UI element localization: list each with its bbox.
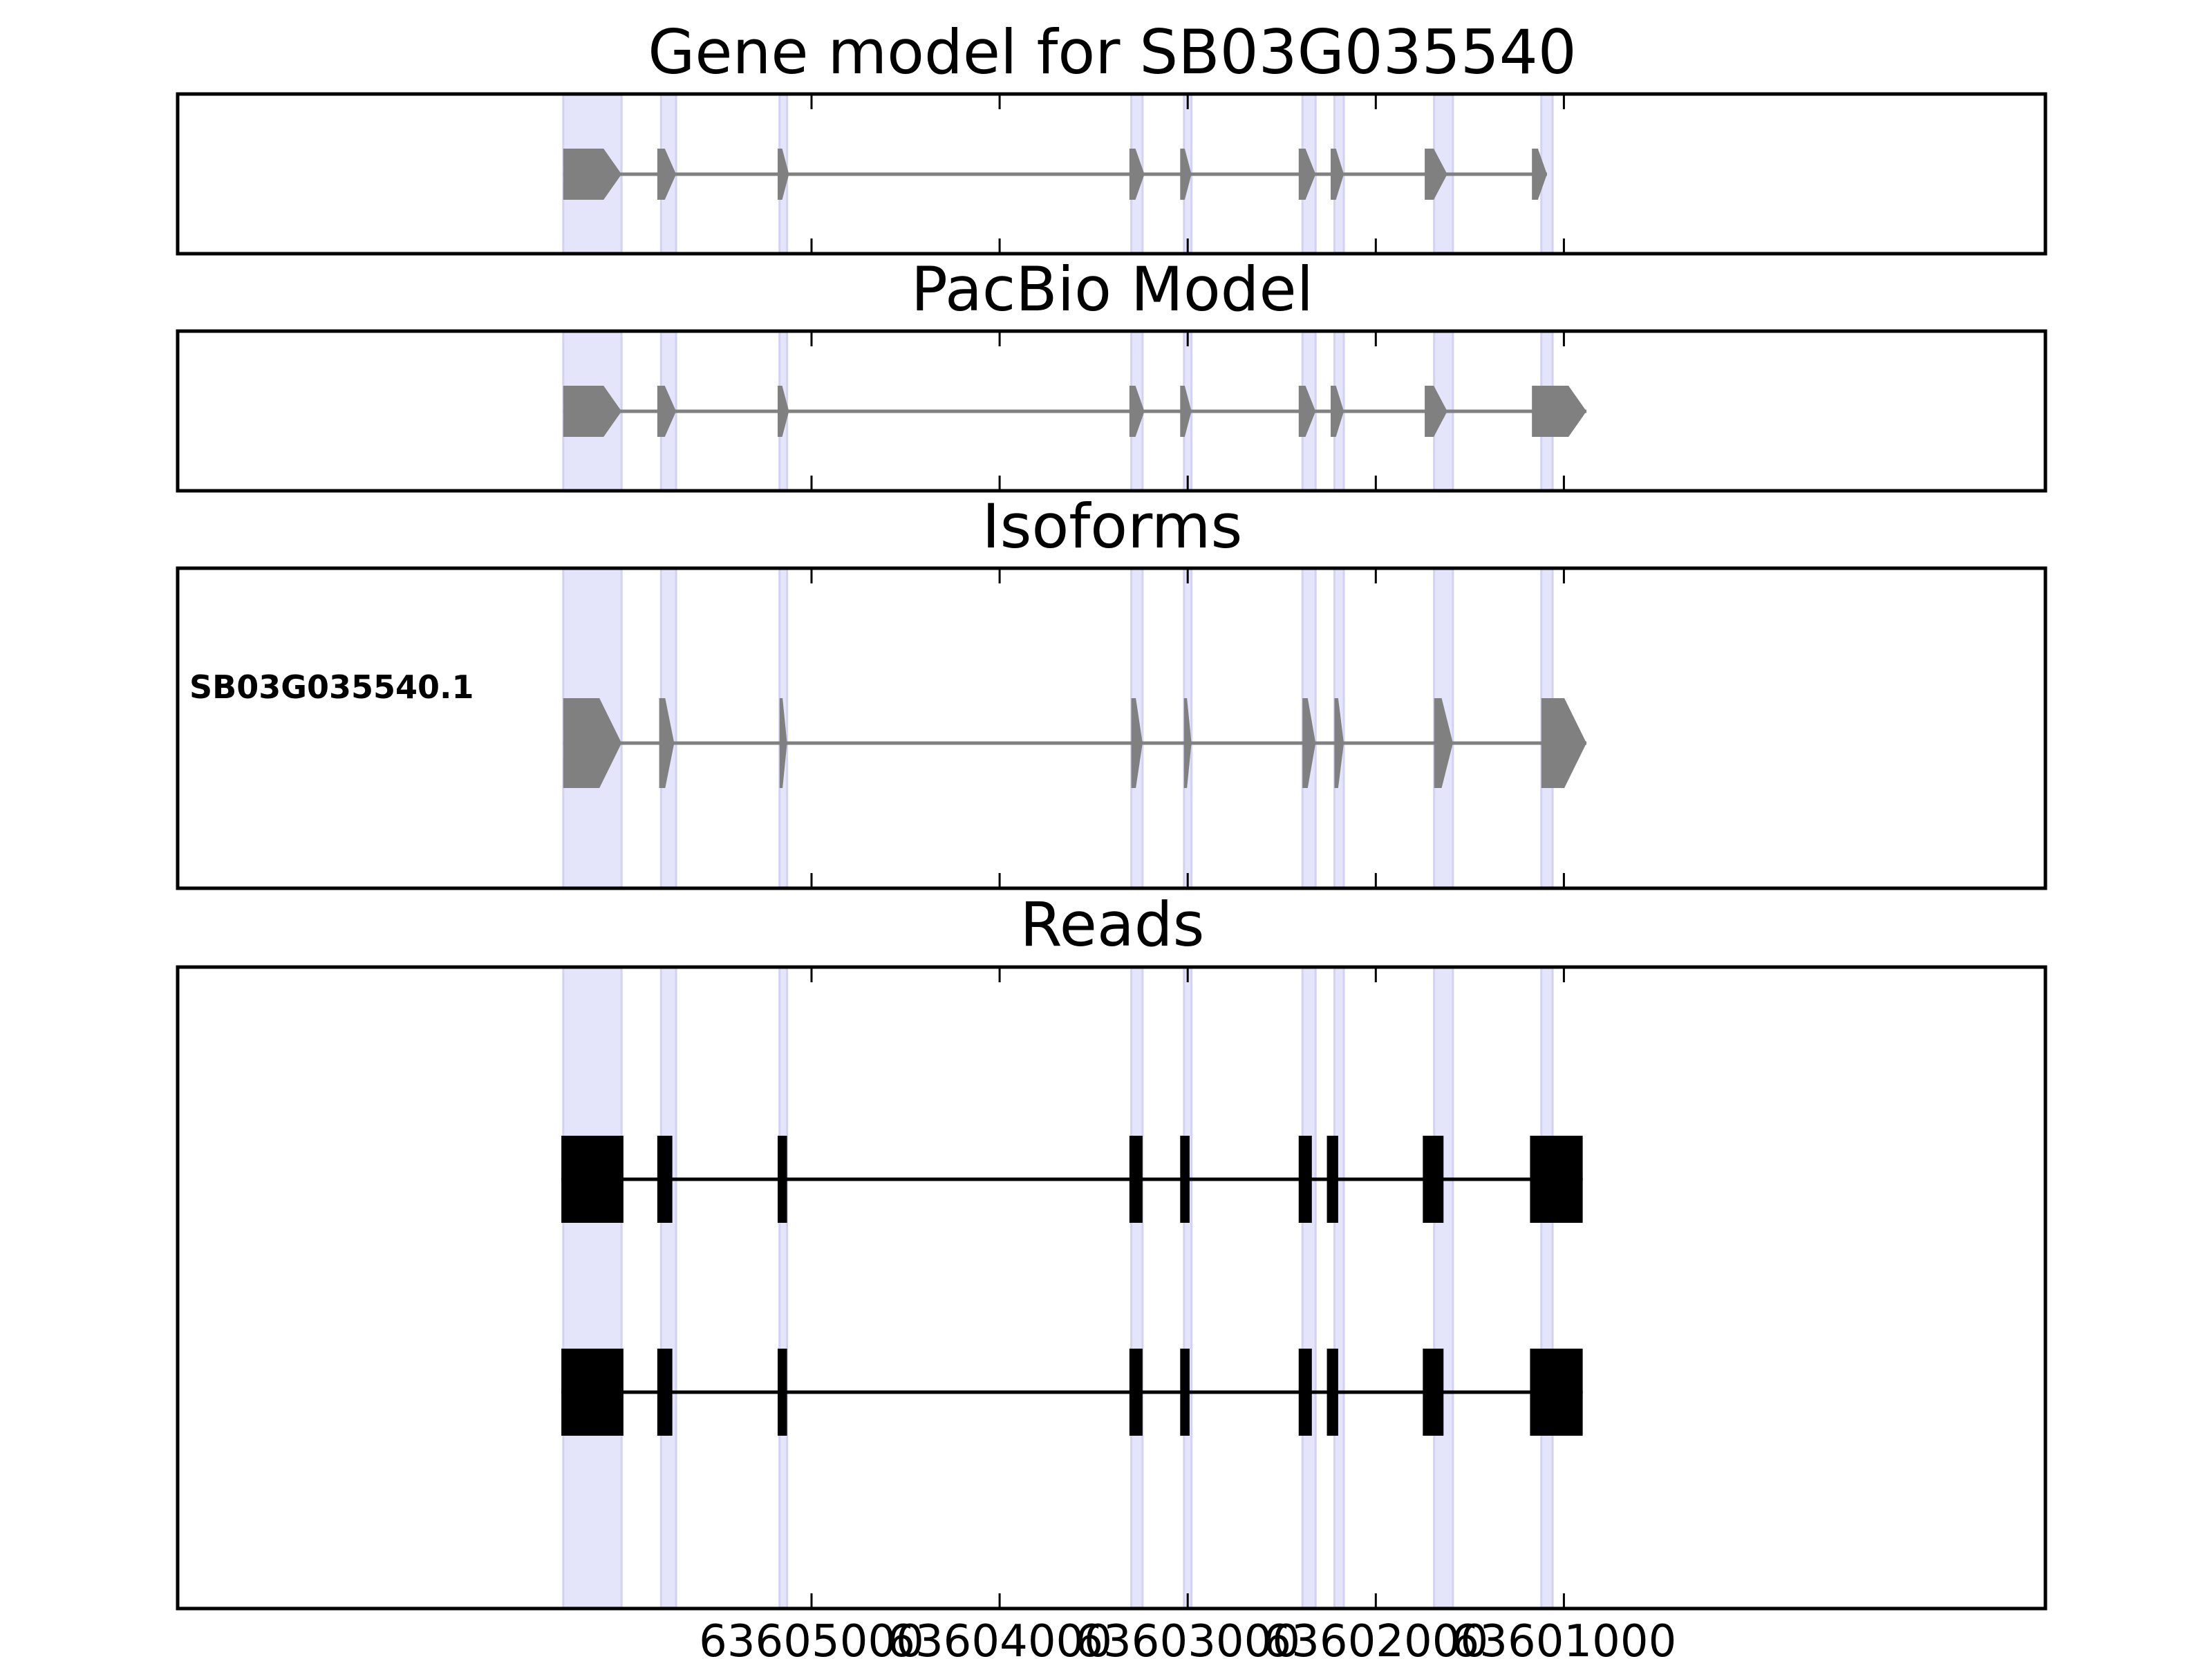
read-0-exon-0 <box>561 1136 624 1223</box>
highlight-band-1 <box>659 966 677 1610</box>
exon-5 <box>1302 698 1316 788</box>
exon-8 <box>1532 149 1547 200</box>
read-0-exon-8 <box>1530 1136 1583 1223</box>
read-0-exon-7 <box>1423 1136 1444 1223</box>
x-tick-label: 63603000 <box>1075 1616 1300 1659</box>
exon-6 <box>1331 386 1344 437</box>
read-1-exon-0 <box>561 1349 624 1436</box>
panel-title-pacbio-model: PacBio Model <box>911 254 1313 325</box>
highlight-band-7 <box>1433 966 1454 1610</box>
x-tick-label: 63604000 <box>887 1616 1112 1659</box>
x-tick-label: 63602000 <box>1263 1616 1488 1659</box>
exon-5 <box>1298 149 1316 200</box>
highlight-band-0 <box>562 966 623 1610</box>
exon-6 <box>1331 149 1344 200</box>
panel-gene-model: Gene model for SB03G035540 <box>176 17 2047 256</box>
exon-2 <box>778 386 789 437</box>
exon-1 <box>659 698 675 788</box>
read-0-exon-4 <box>1180 1136 1190 1223</box>
read-1-exon-3 <box>1129 1349 1143 1436</box>
read-1-exon-2 <box>778 1349 787 1436</box>
exon-3 <box>1129 386 1145 437</box>
isoform-label: SB03G035540.1 <box>189 668 474 706</box>
panel-title-isoforms: Isoforms <box>982 491 1243 562</box>
exon-3 <box>1129 149 1145 200</box>
read-0-exon-1 <box>657 1136 673 1223</box>
highlight-band-5 <box>1301 966 1317 1610</box>
read-1-exon-1 <box>657 1349 673 1436</box>
panel-title-reads: Reads <box>1020 889 1205 960</box>
exon-1 <box>657 149 677 200</box>
exon-4 <box>1180 149 1192 200</box>
read-0-exon-5 <box>1298 1136 1312 1223</box>
panel-isoforms: Isoforms SB03G035540.1 <box>176 491 2047 890</box>
exon-4 <box>1183 698 1192 788</box>
exon-8 <box>1532 386 1587 437</box>
exon-7 <box>1425 149 1447 200</box>
exon-8 <box>1541 698 1587 788</box>
x-tick-label: 63605000 <box>699 1616 924 1659</box>
highlight-band-6 <box>1333 966 1345 1610</box>
exon-2 <box>778 149 789 200</box>
panel-frame-reads <box>176 965 2047 1611</box>
panel-frame-gene-model <box>176 92 2047 256</box>
read-1-exon-6 <box>1327 1349 1338 1436</box>
read-1-exon-5 <box>1298 1349 1312 1436</box>
exon-6 <box>1334 698 1344 788</box>
panel-frame-isoforms <box>176 566 2047 890</box>
exon-0 <box>563 698 622 788</box>
read-1-exon-7 <box>1423 1349 1444 1436</box>
highlight-band-2 <box>778 966 789 1610</box>
highlight-band-4 <box>1183 966 1193 1610</box>
exon-7 <box>1434 698 1453 788</box>
exon-5 <box>1298 386 1316 437</box>
exon-7 <box>1425 386 1447 437</box>
exon-3 <box>1131 698 1143 788</box>
read-0-exon-6 <box>1327 1136 1338 1223</box>
exon-0 <box>563 386 622 437</box>
panel-title-gene-model: Gene model for SB03G035540 <box>648 17 1577 88</box>
highlight-band-8 <box>1540 966 1554 1610</box>
exon-4 <box>1180 386 1192 437</box>
exon-2 <box>779 698 787 788</box>
panel-pacbio-model: PacBio Model <box>176 254 2047 493</box>
read-1-exon-4 <box>1180 1349 1190 1436</box>
highlight-band-3 <box>1130 966 1144 1610</box>
read-0-exon-3 <box>1129 1136 1143 1223</box>
x-tick-label: 63601000 <box>1452 1616 1677 1659</box>
read-0-exon-2 <box>778 1136 787 1223</box>
exon-0 <box>563 149 622 200</box>
panel-frame-pacbio-model <box>176 329 2047 493</box>
exon-1 <box>657 386 677 437</box>
read-1-exon-8 <box>1530 1349 1583 1436</box>
panel-reads: Reads <box>176 889 2047 1611</box>
